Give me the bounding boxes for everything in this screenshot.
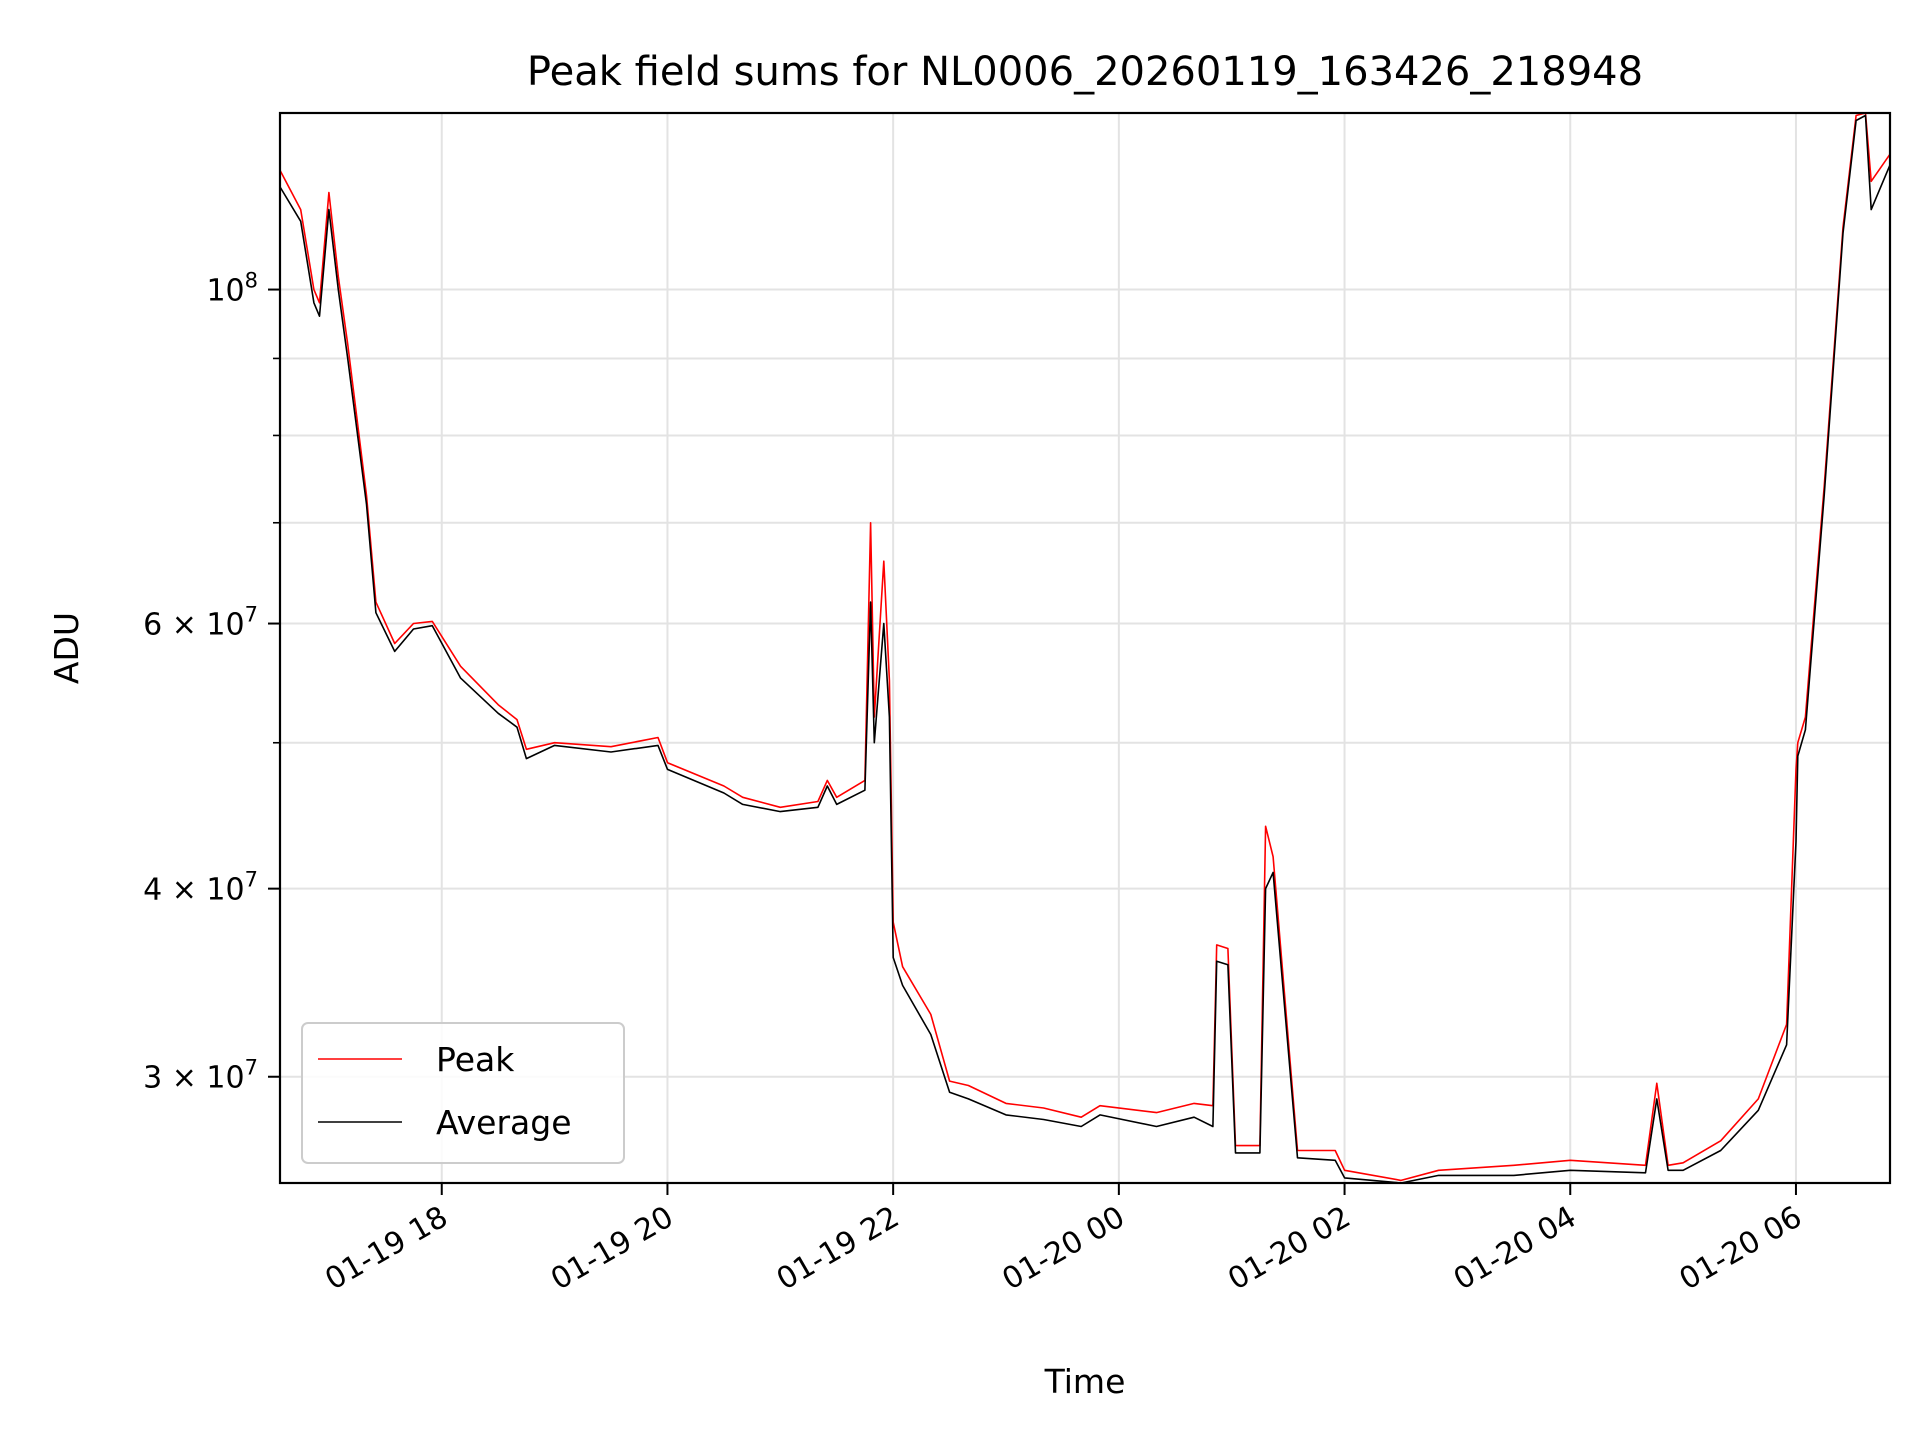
plot-frame — [278, 111, 1892, 1185]
x-axis-title: Time — [1044, 1362, 1126, 1401]
y-axis-ticks: 108 6 × 107 4 × 107 3 × 107 — [143, 269, 280, 1096]
y-tick-label: 4 × 107 — [143, 868, 258, 908]
series-line-average — [279, 114, 1891, 1184]
y-tick-label: 108 — [206, 269, 258, 309]
legend-box — [301, 1022, 625, 1164]
y-tick-label: 6 × 107 — [143, 603, 258, 643]
series-layer — [279, 112, 1891, 1184]
chart-title: Peak field sums for NL0006_20260119_1634… — [527, 49, 1643, 95]
legend-label-average: Average — [436, 1103, 572, 1142]
series-line-peak — [279, 112, 1891, 1182]
y-axis-title: ADU — [47, 612, 86, 684]
y-tick-label: 3 × 107 — [143, 1056, 258, 1096]
legend: Peak Average — [301, 1022, 625, 1164]
legend-label-peak: Peak — [436, 1040, 515, 1079]
